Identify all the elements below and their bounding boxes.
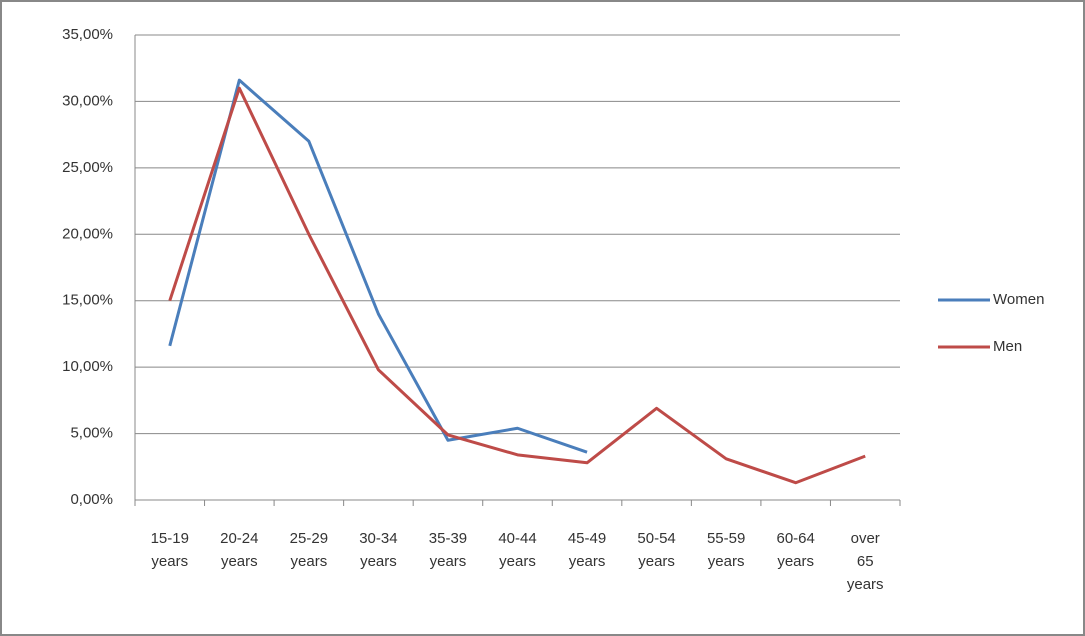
y-tick-label: 5,00% [70,425,113,442]
y-tick-label: 35,00% [62,26,113,43]
x-tick-label: 40-44 years [498,530,537,570]
series-line [168,78,588,454]
series-line [168,86,866,485]
x-tick-label: 60-64 years [776,530,815,570]
y-tick-label: 0,00% [70,491,113,508]
y-tick-label: 25,00% [62,159,113,176]
y-tick-label: 15,00% [62,292,113,309]
x-tick-label: 25-29 years [289,530,329,570]
x-tick-label: 20-24 years [220,530,259,570]
x-tick-label: 55-59 years [706,530,746,570]
y-tick-label: 20,00% [62,225,113,242]
x-tick-label: 50-54 years [637,530,676,570]
x-tick-label: over 65 years [846,530,884,593]
y-tick-label: 30,00% [62,92,113,109]
legend-label: Women [993,291,1044,308]
x-tick-label: 30-34 years [359,530,398,570]
x-tick-label: 35-39 years [428,530,468,570]
x-tick-label: 15-19 years [150,530,189,570]
y-tick-label: 10,00% [62,358,113,375]
x-tick-label: 45-49 years [567,530,607,570]
legend-label: Men [993,338,1022,355]
